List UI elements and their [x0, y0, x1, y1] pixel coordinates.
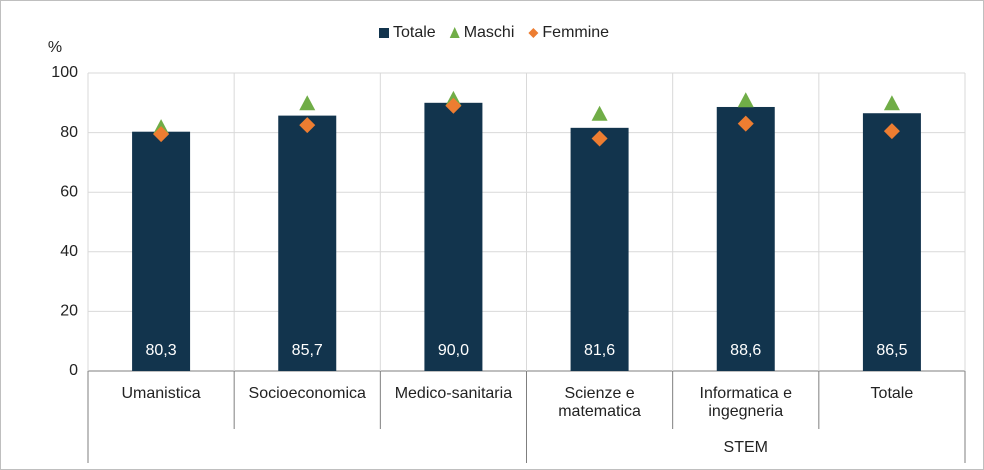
marker-diamond [153, 126, 170, 143]
legend-swatch [449, 27, 460, 38]
y-tick-label: 100 [51, 64, 78, 81]
y-axis-label: % [48, 39, 62, 56]
legend-label: Maschi [464, 24, 515, 41]
legend-label: Femmine [542, 24, 609, 41]
bar [424, 102, 483, 372]
legend-label: Totale [393, 24, 436, 41]
value-label: 81,6 [584, 342, 615, 359]
group-label: STEM [724, 439, 768, 456]
x-tick-label: Informatica e ingegneria [699, 385, 792, 420]
marker-triangle [737, 92, 754, 108]
y-tick-label: 0 [69, 362, 78, 379]
x-tick-label: Socioeconomica [248, 385, 366, 402]
marker-triangle [299, 95, 316, 111]
bar [132, 131, 191, 371]
marker-diamond [591, 130, 608, 147]
y-tick-label: 40 [60, 243, 78, 260]
y-tick-label: 20 [60, 303, 78, 320]
x-tick-label: Totale [870, 385, 914, 402]
marker-triangle [591, 105, 608, 121]
x-tick-label: Medico-sanitaria [394, 385, 513, 402]
value-label: 90,0 [438, 342, 469, 359]
bar [862, 113, 921, 371]
y-tick-label: 80 [60, 124, 78, 141]
bar [716, 106, 775, 372]
marker-diamond [445, 97, 462, 114]
value-label: 86,5 [876, 342, 907, 359]
x-tick-label: Scienze e matematica [558, 385, 641, 420]
marker-triangle [883, 95, 900, 111]
marker-diamond [883, 123, 900, 140]
marker-diamond [299, 117, 316, 134]
value-label: 88,6 [730, 342, 761, 359]
value-label: 85,7 [292, 342, 323, 359]
x-tick-label: Umanistica [121, 385, 201, 402]
bar [278, 115, 337, 371]
legend-swatch [379, 28, 389, 38]
legend-swatch [528, 28, 539, 38]
bar [570, 127, 629, 371]
value-label: 80,3 [146, 342, 177, 359]
marker-diamond [737, 115, 754, 132]
y-tick-label: 60 [60, 183, 78, 200]
